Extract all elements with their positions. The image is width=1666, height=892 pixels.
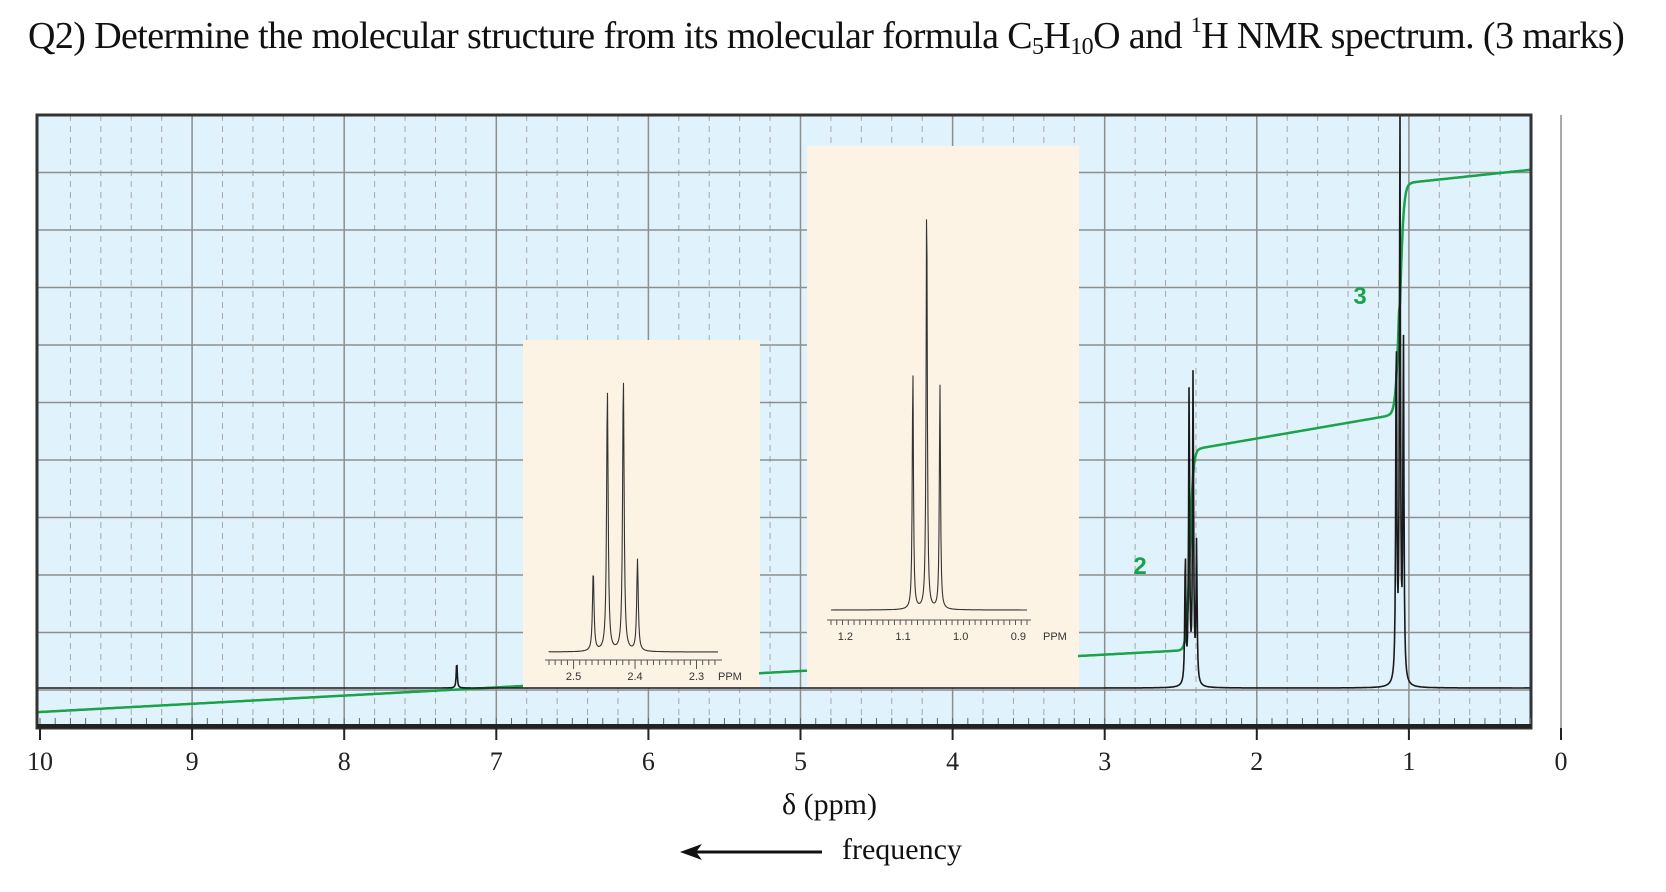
superscript-1: 1 — [1190, 12, 1202, 37]
inset-tick-label: 0.9 — [1011, 631, 1026, 643]
trace-group: 23 — [38, 116, 1532, 714]
x-tick-label: 6 — [642, 747, 655, 776]
left-arrow-icon — [680, 844, 822, 860]
inset-unit-label: PPM — [1043, 631, 1067, 643]
x-tick-label: 2 — [1250, 747, 1263, 776]
inset-background — [523, 340, 760, 688]
x-tick-label: 10 — [27, 747, 53, 776]
x-tick-label: 3 — [1098, 747, 1111, 776]
x-axis-label: δ (ppm) — [782, 788, 877, 821]
subscript-5: 5 — [1032, 34, 1044, 60]
plot-background — [37, 115, 1531, 728]
frequency-label: frequency — [842, 833, 962, 866]
x-tick-label: 5 — [794, 747, 807, 776]
x-tick-label: 0 — [1555, 747, 1568, 776]
question-o-and: O and — [1093, 15, 1191, 57]
inset-trace — [548, 382, 718, 653]
x-tick-label: 1 — [1402, 747, 1415, 776]
inset-tick-label: 2.3 — [689, 671, 704, 683]
plot-area — [37, 115, 1562, 728]
inset-tick-label: 1.0 — [953, 631, 968, 643]
x-tick-label: 8 — [338, 747, 351, 776]
question-h: H — [1043, 15, 1071, 57]
spectrum-trace — [38, 116, 1531, 689]
subscript-10: 10 — [1070, 34, 1094, 60]
inset-tick-label: 1.2 — [838, 631, 853, 643]
question-suffix: H NMR spectrum. (3 marks) — [1201, 15, 1625, 57]
question-prefix: Q2) Determine the molecular structure fr… — [28, 15, 1033, 57]
inset-tick-label: 1.1 — [895, 631, 910, 643]
x-tick-label: 4 — [946, 747, 959, 776]
integration-label-2: 2 — [1133, 553, 1146, 580]
x-tick-label: 7 — [490, 747, 503, 776]
integration-label-3: 3 — [1353, 283, 1366, 310]
question-text: Q2) Determine the molecular structure fr… — [28, 12, 1648, 60]
integration-trace — [38, 168, 1532, 714]
inset-group: 2.5 2.4 2.3 PPM 1.2 1.1 1.0 0.9 PPM — [523, 146, 1079, 688]
inset-quartet: 2.5 2.4 2.3 PPM — [523, 340, 760, 688]
inset-tick-label: 2.4 — [627, 671, 642, 683]
inset-background — [807, 146, 1079, 688]
x-tick-label: 9 — [186, 747, 199, 776]
inset-triplet: 1.2 1.1 1.0 0.9 PPM — [807, 146, 1079, 688]
inset-tick-label: 2.5 — [566, 671, 581, 683]
x-axis: 10 9 8 7 6 5 4 3 2 1 0 — [27, 113, 1568, 776]
inset-unit-label: PPM — [718, 671, 742, 683]
inset-trace — [831, 219, 1027, 611]
